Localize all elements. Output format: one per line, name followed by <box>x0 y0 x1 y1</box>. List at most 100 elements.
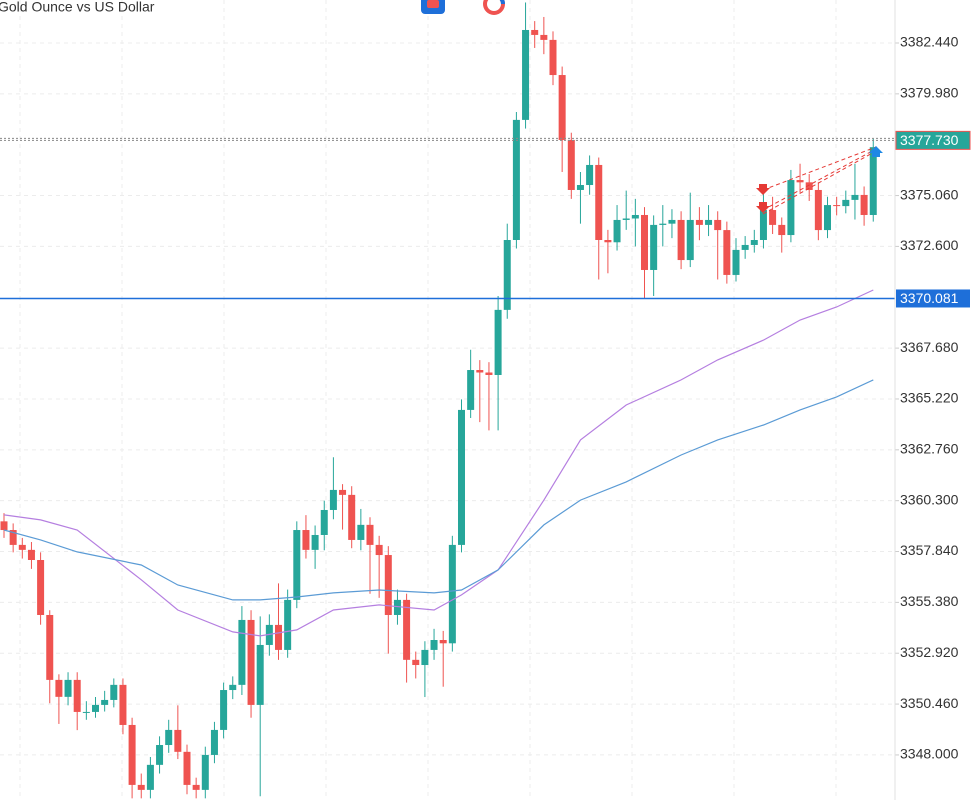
candle-body <box>284 599 292 650</box>
candle-body <box>183 751 191 785</box>
candle-body <box>357 524 365 540</box>
candle-body <box>750 240 758 245</box>
candle-body <box>668 219 676 224</box>
candle-body <box>485 372 493 375</box>
y-tick-label: 3352.920 <box>900 644 959 660</box>
trade-markers <box>756 146 883 215</box>
candle-body <box>101 699 109 705</box>
candle-body <box>27 549 35 560</box>
candle-body <box>275 624 282 650</box>
candle-body <box>302 530 310 550</box>
y-tick-label: 3362.760 <box>900 441 959 457</box>
candle-body <box>814 189 822 231</box>
candle-body <box>522 29 530 120</box>
candle-body <box>311 534 319 550</box>
candle-body <box>778 224 786 236</box>
candle-body <box>549 39 557 76</box>
toolbar-icons <box>421 0 505 15</box>
candle-body <box>558 75 566 140</box>
candle-body <box>714 219 722 231</box>
candle-body <box>0 521 8 531</box>
y-tick-label: 3357.840 <box>900 542 959 558</box>
candle-body <box>46 614 54 680</box>
sell-arrow <box>756 184 770 195</box>
candle-body <box>238 619 246 685</box>
candle-body <box>92 704 99 712</box>
icon-detail <box>427 0 439 8</box>
plot-area <box>0 2 895 799</box>
candle-body <box>348 494 356 540</box>
candle-body <box>476 370 484 373</box>
candle-body <box>503 240 511 310</box>
candle-body <box>796 180 804 183</box>
y-tick-label: 3379.980 <box>900 85 959 101</box>
candle-body <box>860 194 868 215</box>
candle-body <box>567 139 575 190</box>
candle-body <box>686 219 694 261</box>
y-tick-label: 3350.460 <box>900 695 959 711</box>
candle-body <box>421 649 429 666</box>
candle-body <box>677 219 685 261</box>
icon-detail <box>499 0 505 5</box>
price-label-box <box>895 130 971 150</box>
candle-body <box>192 784 200 790</box>
ma-line <box>3 379 874 601</box>
candle-body <box>851 194 859 200</box>
candle-body <box>512 119 520 240</box>
y-tick-label: 3367.680 <box>900 339 959 355</box>
ma-line <box>3 289 874 637</box>
candle-body <box>110 684 118 700</box>
price-axis: 3348.000 3350.460 3352.920 3355.380 3357.840… <box>894 0 971 800</box>
candle-body <box>622 218 630 220</box>
candle-body <box>165 729 173 746</box>
candle-body <box>540 34 548 40</box>
candle-body <box>869 147 877 215</box>
sell-arrow <box>756 202 770 213</box>
candle-body <box>73 679 81 712</box>
candle-body <box>256 644 264 705</box>
candle-body <box>448 544 456 644</box>
candle-body <box>293 530 301 600</box>
candle-body <box>146 764 154 790</box>
trade-line <box>762 146 877 191</box>
candle-body <box>430 640 438 650</box>
candle-body <box>723 230 731 275</box>
candle-body <box>18 544 26 550</box>
candle-body <box>128 724 136 785</box>
candle-body <box>769 210 777 225</box>
candle-body <box>833 205 841 207</box>
candle-body <box>576 185 584 190</box>
candle-body <box>641 214 648 270</box>
candle-body <box>439 640 447 644</box>
candle-body <box>467 370 475 410</box>
candle-body <box>82 711 90 713</box>
candle-body <box>805 182 813 190</box>
icon[interactable] <box>483 0 505 15</box>
buy-arrow <box>869 146 883 157</box>
candle-body <box>650 224 658 270</box>
price-label: 3370.081 <box>900 290 959 306</box>
candle-body <box>366 524 374 545</box>
candle-body <box>613 219 621 243</box>
candle-body <box>705 219 713 225</box>
candle-body <box>787 180 795 236</box>
y-tick-label: 3360.300 <box>900 491 959 507</box>
candle-body <box>137 784 145 790</box>
candle-body <box>229 684 237 691</box>
candle-body <box>37 560 45 615</box>
candle-body <box>842 199 850 207</box>
candle-body <box>604 240 612 243</box>
candle-body <box>586 164 594 186</box>
y-tick-label: 3372.600 <box>900 237 959 253</box>
candle-body <box>458 409 465 545</box>
candle-body <box>494 309 502 375</box>
candle-body <box>732 249 740 275</box>
trade-line <box>762 150 877 215</box>
candle-body <box>741 244 749 250</box>
candle-body <box>119 684 127 725</box>
candle-body <box>759 210 767 240</box>
candle-body <box>412 659 420 666</box>
candle-body <box>210 729 218 755</box>
